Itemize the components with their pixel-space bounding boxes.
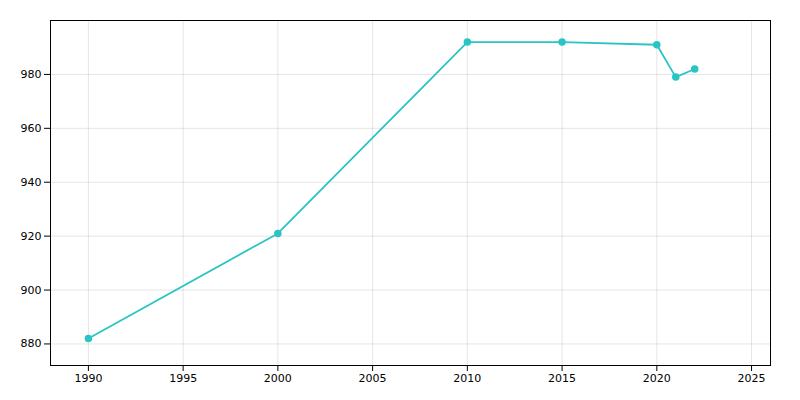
svg-text:1990: 1990 bbox=[74, 372, 102, 385]
svg-text:2020: 2020 bbox=[643, 372, 671, 385]
svg-text:1995: 1995 bbox=[169, 372, 197, 385]
svg-text:880: 880 bbox=[21, 337, 42, 350]
svg-text:940: 940 bbox=[21, 176, 42, 189]
svg-text:960: 960 bbox=[21, 122, 42, 135]
svg-text:920: 920 bbox=[21, 230, 42, 243]
svg-text:2015: 2015 bbox=[548, 372, 576, 385]
svg-text:980: 980 bbox=[21, 68, 42, 81]
svg-text:2010: 2010 bbox=[453, 372, 481, 385]
svg-text:2025: 2025 bbox=[738, 372, 766, 385]
svg-text:2000: 2000 bbox=[264, 372, 292, 385]
svg-text:2005: 2005 bbox=[359, 372, 387, 385]
svg-text:900: 900 bbox=[21, 284, 42, 297]
